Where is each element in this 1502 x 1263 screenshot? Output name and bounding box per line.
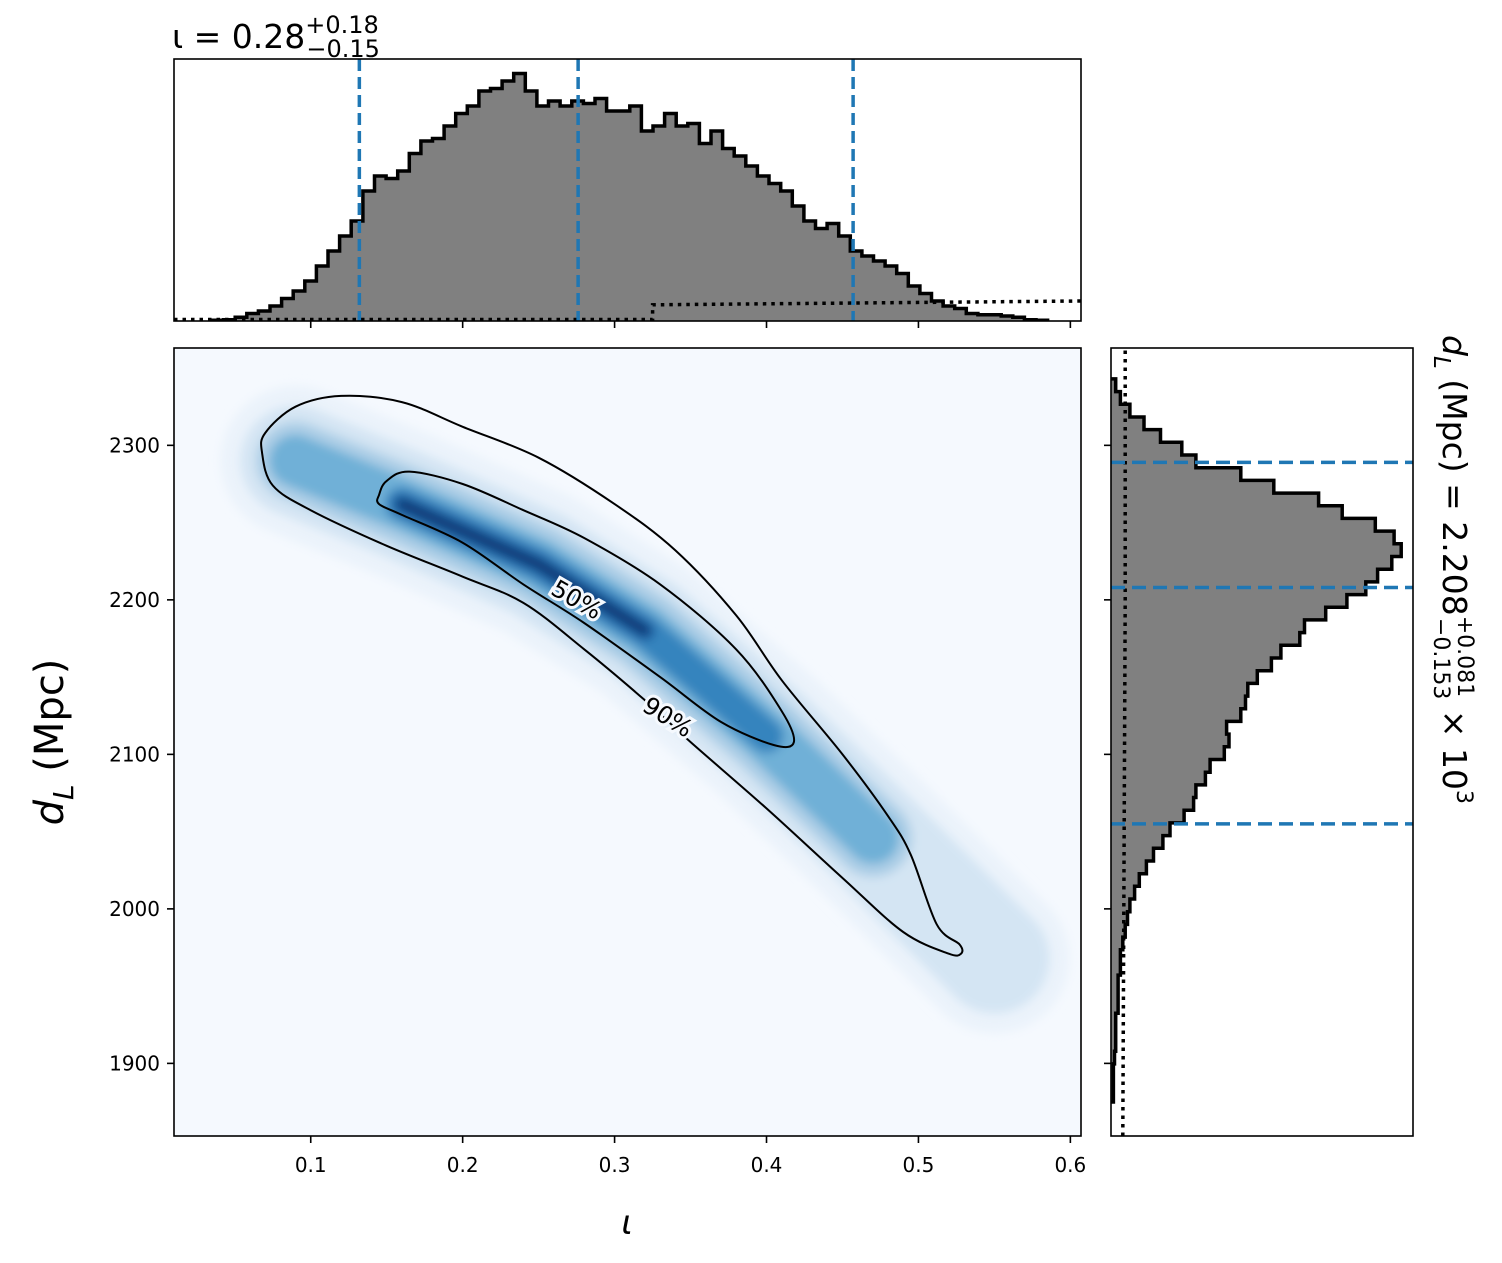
top-panel-frame [173,58,1082,322]
x-axis-ticks: 0.1 0.2 0.3 0.4 0.5 0.6 [295,1136,1086,1177]
dL-prior-curve [1121,348,1127,1136]
ylabel-unit: (Mpc) [27,659,73,785]
dL-title-symbol: d [1435,335,1474,357]
dL-title-subscript: L [1428,356,1454,369]
ytick-label-4: 2300 [109,433,160,457]
top-histogram-panel: ι = 0.28+0.18 −0.15 [172,11,1082,328]
xtick-label-3: 0.4 [751,1153,783,1177]
iota-title-upper: +0.18 [305,11,379,39]
iota-histogram [210,71,1050,321]
heatmap-layers [220,385,1070,1034]
iota-quantile-lines [357,59,855,321]
contour-50pct [376,470,796,749]
y-axis-label: dL (Mpc) [27,659,80,826]
joint-density-panel: 50%90% 0.1 0.2 0.3 0.4 0.5 0.6 19002000210022… [27,347,1086,1243]
ytick-label-2: 2100 [109,742,160,766]
iota-summary-title: ι = 0.28+0.18 −0.15 [172,11,380,63]
dL-title-upper: +0.081 [1452,616,1477,697]
contour-90pct [260,394,964,957]
dL-title-multiplier: × 10 [1435,699,1474,790]
right-panel-ticks [1104,444,1111,1065]
ytick-label-1: 2000 [109,897,160,921]
dL-histogram [1111,377,1403,1104]
ytick-label-3: 2200 [109,588,160,612]
dL-histogram-fill [1111,378,1402,1102]
dL-quantile-lines [1111,460,1413,826]
xtick-label-5: 0.6 [1054,1153,1086,1177]
dL-title-value: (Mpc) = 2.208 [1435,369,1474,616]
xtick-label-0: 0.1 [295,1153,327,1177]
iota-title-value: ι = 0.28 [172,17,305,56]
dL-summary-title: dL (Mpc) = 2.208+0.081−0.153 × 103 [1428,335,1477,804]
iota-prior-line [174,299,1081,321]
iota-prior-curve [174,299,1081,321]
heat-band-6 [396,499,650,636]
ytick-label-0: 1900 [109,1051,160,1075]
iota-histogram-outline [210,71,1050,321]
xtick-label-1: 0.2 [447,1153,479,1177]
right-panel-frame [1110,347,1414,1137]
iota-histogram-fill [212,73,1048,321]
joint-panel-frame [173,347,1082,1137]
dL-histogram-outline [1111,377,1403,1104]
right-histogram-panel: dL (Mpc) = 2.208+0.081−0.153 × 103 [1104,335,1477,1137]
dL-title-lower: −0.153 [1428,618,1453,699]
dL-title-exponent: 3 [1451,790,1476,804]
x-axis-label: ι [621,1203,633,1243]
joint-density-heatmap [220,385,1070,1034]
ylabel-symbol: d [27,799,73,825]
xtick-label-4: 0.5 [903,1153,935,1177]
xtick-label-2: 0.3 [599,1153,631,1177]
top-panel-ticks [309,321,1072,328]
dL-prior-line [1121,348,1127,1136]
ylabel-subscript: L [47,784,80,800]
y-axis-ticks: 1900 2000 2100 2200 2300 [109,433,174,1075]
